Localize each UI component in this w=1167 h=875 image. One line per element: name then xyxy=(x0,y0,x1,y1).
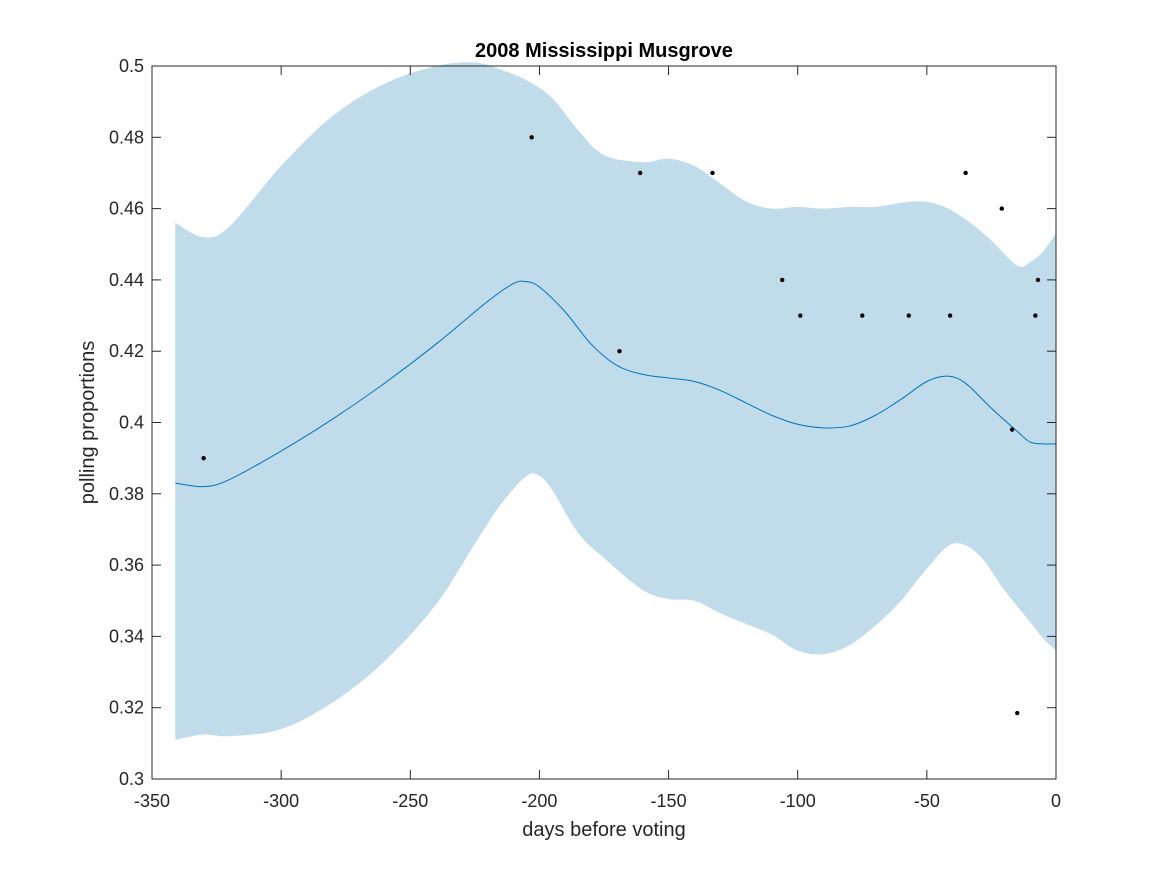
chart-title: 2008 Mississippi Musgrove xyxy=(475,40,733,62)
plot-area xyxy=(175,62,1057,740)
x-axis-label: days before voting xyxy=(522,819,685,841)
poll-point xyxy=(1015,710,1020,716)
y-tick-label: 0.34 xyxy=(109,626,144,646)
poll-point xyxy=(637,170,643,176)
x-tick-label: 0 xyxy=(1051,791,1061,811)
y-tick-label: 0.3 xyxy=(119,769,144,789)
x-tick-label: -350 xyxy=(134,791,170,811)
poll-point xyxy=(201,455,206,461)
poll-point xyxy=(780,277,785,283)
poll-point xyxy=(999,206,1004,211)
poll-point xyxy=(1035,277,1041,283)
poll-point xyxy=(798,313,803,318)
poll-point xyxy=(529,135,534,140)
y-tick-label: 0.42 xyxy=(109,341,144,361)
y-tick-label: 0.38 xyxy=(109,484,144,504)
poll-point xyxy=(906,313,911,318)
y-tick-labels: 0.3 0.32 0.34 0.36 0.38 0.4 0.42 0.44 0.46 0.48 0.… xyxy=(109,56,144,789)
poll-point xyxy=(1033,313,1038,318)
tick-marks xyxy=(151,65,1057,780)
y-tick-label: 0.32 xyxy=(109,698,144,718)
poll-point xyxy=(963,170,968,176)
y-tick-label: 0.46 xyxy=(109,199,144,219)
poll-point xyxy=(1009,427,1015,432)
y-tick-label: 0.48 xyxy=(109,127,144,147)
y-tick-label: 0.5 xyxy=(119,56,144,76)
confidence-band xyxy=(175,62,1056,740)
x-tick-label: -50 xyxy=(914,791,940,811)
x-tick-label: -150 xyxy=(651,791,687,811)
y-axis-label: polling proportions xyxy=(77,341,99,504)
mean-line xyxy=(175,280,1057,488)
x-tick-label: -300 xyxy=(263,791,299,811)
x-tick-label: -100 xyxy=(780,791,816,811)
y-tick-label: 0.36 xyxy=(109,555,144,575)
poll-points xyxy=(201,135,1041,716)
x-tick-label: -250 xyxy=(392,791,428,811)
y-tick-label: 0.44 xyxy=(109,270,144,290)
poll-point xyxy=(947,313,953,318)
y-tick-label: 0.4 xyxy=(119,413,144,433)
x-tick-label: -200 xyxy=(521,791,557,811)
poll-point xyxy=(860,313,865,318)
poll-point xyxy=(710,170,715,176)
poll-point xyxy=(617,349,622,354)
x-tick-labels: -350 -300 -250 -200 -150 -100 -50 0 xyxy=(134,791,1061,811)
